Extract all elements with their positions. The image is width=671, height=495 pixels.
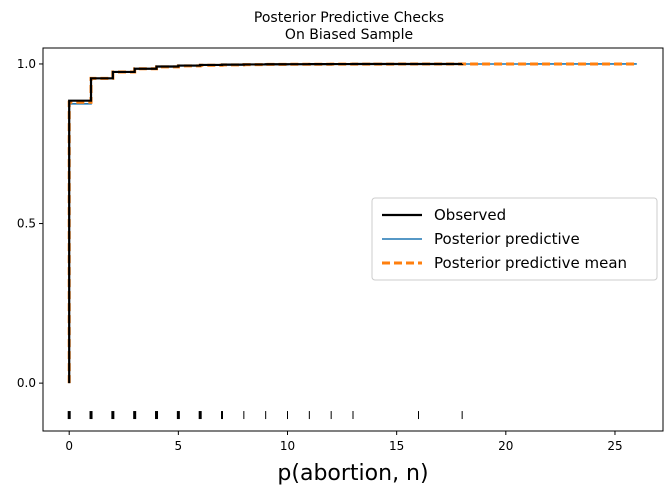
x-tick-label: 20: [498, 439, 513, 453]
x-tick-label: 10: [280, 439, 295, 453]
y-tick-label: 0.0: [17, 376, 36, 390]
legend-frame: [371, 197, 658, 281]
x-tick-label: 0: [65, 439, 73, 453]
x-tick-label: 25: [607, 439, 622, 453]
plot-area: [67, 62, 637, 420]
legend-label-0: Observed: [434, 206, 506, 224]
axis-ticks: 0 5 10 15 20 25 0.0 0.5 1.0: [17, 57, 623, 453]
legend: Observed Posterior predictive Posterior pr…: [371, 197, 658, 281]
x-tick-label: 5: [175, 439, 183, 453]
x-tick-label: 15: [389, 439, 404, 453]
chart-subtitle: On Biased Sample: [285, 27, 413, 43]
chart-title: Posterior Predictive Checks: [254, 10, 444, 26]
axes-frame: [42, 47, 664, 432]
x-axis-label: p(abortion, n): [277, 461, 428, 486]
legend-label-2: Posterior predictive mean: [434, 254, 627, 272]
legend-label-1: Posterior predictive: [434, 230, 580, 248]
y-tick-label: 0.5: [17, 217, 36, 231]
series-line-0: [68, 62, 464, 384]
y-tick-label: 1.0: [17, 57, 36, 71]
